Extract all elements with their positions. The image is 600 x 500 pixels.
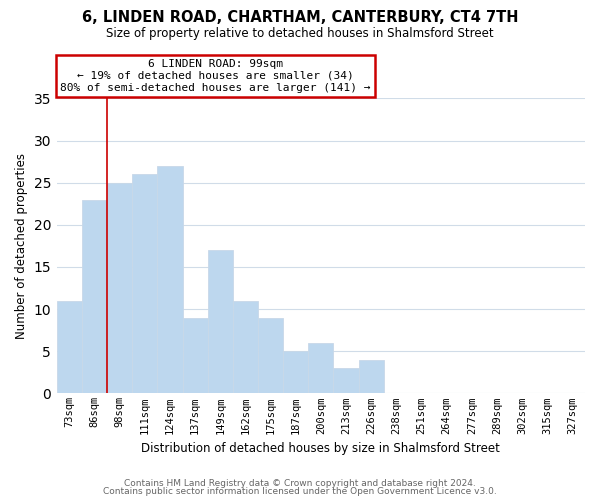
- Bar: [334, 368, 359, 394]
- Bar: [182, 318, 208, 394]
- Bar: [359, 360, 384, 394]
- Bar: [82, 200, 107, 394]
- Bar: [57, 300, 82, 394]
- Y-axis label: Number of detached properties: Number of detached properties: [15, 153, 28, 339]
- X-axis label: Distribution of detached houses by size in Shalmsford Street: Distribution of detached houses by size …: [142, 442, 500, 455]
- Text: Contains HM Land Registry data © Crown copyright and database right 2024.: Contains HM Land Registry data © Crown c…: [124, 478, 476, 488]
- Bar: [283, 351, 308, 394]
- Text: Size of property relative to detached houses in Shalmsford Street: Size of property relative to detached ho…: [106, 28, 494, 40]
- Bar: [208, 250, 233, 394]
- Bar: [157, 166, 182, 394]
- Bar: [233, 300, 258, 394]
- Text: 6, LINDEN ROAD, CHARTHAM, CANTERBURY, CT4 7TH: 6, LINDEN ROAD, CHARTHAM, CANTERBURY, CT…: [82, 10, 518, 25]
- Text: Contains public sector information licensed under the Open Government Licence v3: Contains public sector information licen…: [103, 487, 497, 496]
- Bar: [308, 343, 334, 394]
- Bar: [132, 174, 157, 394]
- Bar: [258, 318, 283, 394]
- Text: 6 LINDEN ROAD: 99sqm
← 19% of detached houses are smaller (34)
80% of semi-detac: 6 LINDEN ROAD: 99sqm ← 19% of detached h…: [60, 60, 370, 92]
- Bar: [107, 182, 132, 394]
